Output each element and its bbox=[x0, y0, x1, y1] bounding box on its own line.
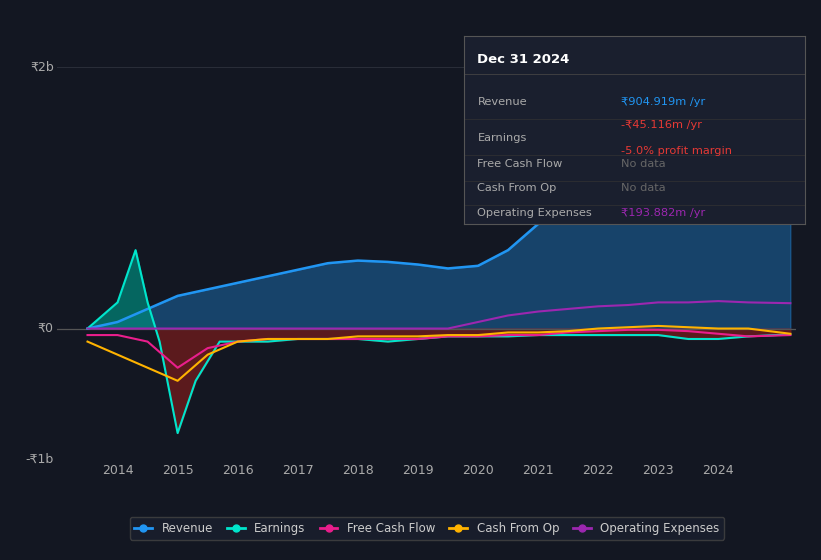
Legend: Revenue, Earnings, Free Cash Flow, Cash From Op, Operating Expenses: Revenue, Earnings, Free Cash Flow, Cash … bbox=[130, 517, 724, 539]
Text: ₹2b: ₹2b bbox=[30, 60, 54, 74]
Text: ₹193.882m /yr: ₹193.882m /yr bbox=[621, 208, 705, 218]
Text: Free Cash Flow: Free Cash Flow bbox=[478, 159, 562, 169]
Text: Dec 31 2024: Dec 31 2024 bbox=[478, 53, 570, 66]
Text: No data: No data bbox=[621, 183, 665, 193]
Text: Earnings: Earnings bbox=[478, 133, 527, 143]
Text: No data: No data bbox=[621, 159, 665, 169]
Text: -₹1b: -₹1b bbox=[25, 452, 54, 466]
Text: ₹0: ₹0 bbox=[38, 322, 54, 335]
Text: Cash From Op: Cash From Op bbox=[478, 183, 557, 193]
Text: Revenue: Revenue bbox=[478, 97, 527, 107]
Text: Operating Expenses: Operating Expenses bbox=[478, 208, 592, 218]
Text: -₹45.116m /yr: -₹45.116m /yr bbox=[621, 120, 702, 129]
Text: -5.0% profit margin: -5.0% profit margin bbox=[621, 146, 732, 156]
Text: ₹904.919m /yr: ₹904.919m /yr bbox=[621, 97, 705, 107]
